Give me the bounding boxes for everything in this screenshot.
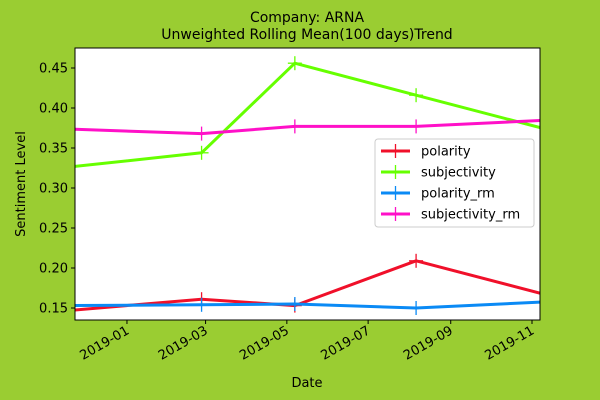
data-point-subjectivity-rm bbox=[409, 119, 424, 134]
legend-label: subjectivity bbox=[421, 166, 496, 181]
legend-label: subjectivity_rm bbox=[421, 208, 520, 223]
y-axis: 0.15 0.20 0.25 0.30 0.35 0.40 0.45 bbox=[39, 62, 75, 317]
y-tick-label: 0.40 bbox=[39, 102, 68, 117]
data-point-polarity bbox=[409, 253, 424, 268]
x-axis-label: Date bbox=[291, 376, 322, 391]
y-tick-label: 0.15 bbox=[39, 302, 68, 317]
legend-item-subjectivity: subjectivity bbox=[381, 165, 496, 181]
data-point-subjectivity-rm bbox=[194, 126, 209, 141]
y-tick-label: 0.35 bbox=[39, 142, 68, 157]
y-axis-label: Sentiment Level bbox=[14, 131, 29, 237]
y-tick-label: 0.25 bbox=[39, 222, 68, 237]
legend-item-polarity-rm: polarity_rm bbox=[381, 186, 495, 202]
plot-frame bbox=[74, 47, 541, 321]
y-tick-label: 0.20 bbox=[39, 262, 68, 277]
data-point-subjectivity bbox=[409, 88, 424, 103]
data-point-subjectivity-rm bbox=[287, 119, 302, 134]
chart-title-line-2: Unweighted Rolling Mean(100 days)Trend bbox=[161, 27, 452, 43]
y-tick-label: 0.30 bbox=[39, 182, 68, 197]
y-tick-label: 0.45 bbox=[39, 62, 68, 77]
chart-title-line-1: Company: ARNA bbox=[250, 10, 365, 26]
data-point-subjectivity bbox=[194, 145, 209, 160]
legend-frame bbox=[374, 138, 535, 228]
data-point-polarity-rm bbox=[287, 297, 302, 311]
legend-label: polarity_rm bbox=[421, 187, 495, 202]
data-point-polarity-rm bbox=[194, 297, 209, 312]
data-point-subjectivity bbox=[287, 56, 302, 71]
series-layer bbox=[75, 56, 540, 315]
legend: polarity subjectivity polarity_rm subjectiv… bbox=[374, 138, 535, 228]
legend-item-polarity: polarity bbox=[381, 144, 471, 160]
data-point-polarity-rm bbox=[409, 301, 424, 315]
legend-item-subjectivity-rm: subjectivity_rm bbox=[381, 207, 520, 223]
legend-label: polarity bbox=[421, 145, 471, 160]
